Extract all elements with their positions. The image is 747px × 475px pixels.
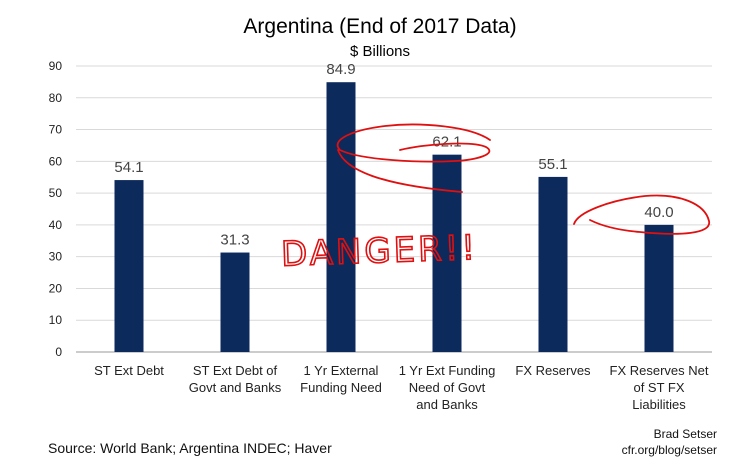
chart-subtitle: $ Billions — [350, 43, 410, 60]
y-tick-label: 90 — [49, 59, 63, 73]
y-tick-label: 80 — [49, 91, 63, 105]
gridlines — [76, 65, 712, 353]
data-label: 31.3 — [220, 232, 249, 249]
bar — [220, 252, 250, 352]
annotation-circle — [336, 123, 491, 193]
bars — [114, 82, 674, 352]
x-axis-categories: ST Ext Debt ST Ext Debt of Govt and Banks 1… — [94, 363, 709, 412]
y-tick-label: 30 — [49, 250, 63, 264]
x-tick-label: ST Ext Debt of — [193, 363, 278, 378]
y-axis-ticks: 0 10 20 30 40 50 60 70 80 90 — [49, 59, 63, 359]
annotation-danger-text: DANGER!! — [280, 228, 478, 275]
data-label: 55.1 — [538, 156, 567, 173]
source-note: Source: World Bank; Argentina INDEC; Hav… — [48, 440, 332, 456]
y-tick-label: 20 — [49, 281, 63, 295]
author-name: Brad Setser — [653, 427, 717, 441]
x-tick-label: and Banks — [416, 397, 478, 412]
y-tick-label: 10 — [49, 313, 63, 327]
y-tick-label: 60 — [49, 154, 63, 168]
data-labels: 54.1 31.3 84.9 62.1 55.1 40.0 — [114, 61, 673, 248]
y-tick-label: 70 — [49, 123, 63, 137]
x-tick-label: FX Reserves Net — [610, 363, 709, 378]
x-tick-label: 1 Yr Ext Funding — [399, 363, 496, 378]
y-tick-label: 50 — [49, 186, 63, 200]
bar — [114, 180, 144, 352]
annotation-circle — [573, 194, 710, 235]
data-label: 84.9 — [326, 61, 355, 78]
chart-title: Argentina (End of 2017 Data) — [243, 15, 516, 38]
data-label: 40.0 — [644, 204, 673, 221]
x-tick-label: Funding Need — [300, 380, 382, 395]
x-tick-label: 1 Yr External — [304, 363, 379, 378]
handwritten-annotations: DANGER!! — [280, 123, 710, 276]
author-blog: cfr.org/blog/setser — [621, 443, 717, 457]
x-tick-label: Govt and Banks — [189, 380, 282, 395]
bar — [644, 224, 674, 352]
x-tick-label: Need of Govt — [409, 380, 486, 395]
author-credit: Brad Setser cfr.org/blog/setser — [622, 426, 717, 458]
x-tick-label: ST Ext Debt — [94, 363, 164, 378]
x-tick-label: of ST FX — [633, 380, 684, 395]
x-tick-label: Liabilities — [632, 397, 686, 412]
data-label: 54.1 — [114, 159, 143, 176]
data-label: 62.1 — [432, 134, 461, 151]
x-tick-label: FX Reserves — [515, 363, 591, 378]
y-tick-label: 40 — [49, 218, 63, 232]
bar — [326, 82, 356, 352]
bar — [538, 176, 568, 352]
bar — [432, 154, 462, 352]
y-tick-label: 0 — [55, 345, 62, 359]
